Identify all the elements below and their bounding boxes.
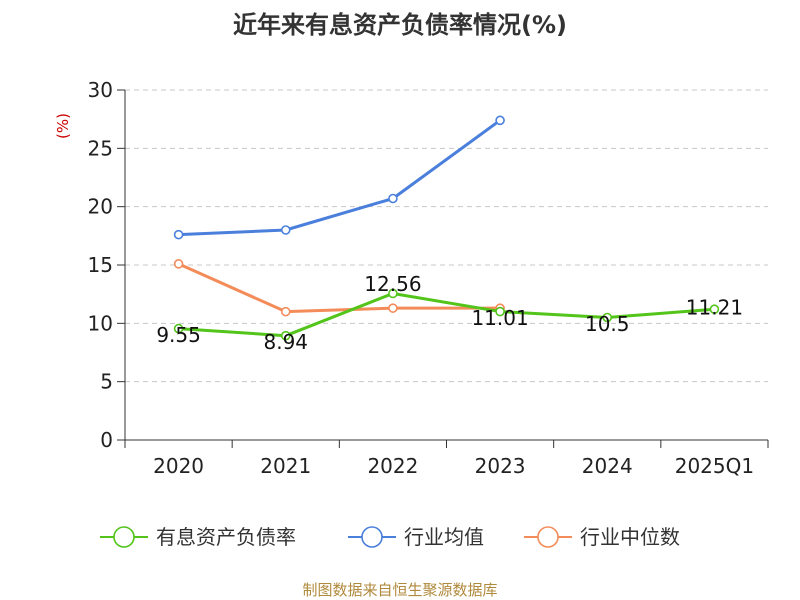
- data-label: 10.5: [585, 312, 630, 336]
- legend-label: 有息资产负债率: [156, 525, 296, 549]
- gridlines: [125, 89, 768, 383]
- legend-item[interactable]: 行业均值: [348, 525, 484, 549]
- legend-marker-icon: [361, 526, 383, 548]
- x-tick-label: 2020: [153, 454, 204, 478]
- data-label: 11.01: [471, 306, 528, 330]
- data-point: [709, 304, 720, 315]
- legend-marker-icon: [113, 526, 135, 548]
- y-tick-label: 25: [88, 136, 113, 160]
- x-tick-label: 2023: [475, 454, 526, 478]
- axes: 0 5 10 15 20 25 30 2020 2021 2022 2023 2024 2025Q1: [88, 78, 769, 478]
- data-point: [173, 259, 184, 269]
- y-tick-label: 0: [100, 428, 113, 452]
- y-tick-label: 10: [88, 311, 113, 335]
- legend-label: 行业均值: [404, 525, 484, 549]
- series-line: [178, 119, 501, 237]
- data-label: 11.21: [686, 296, 743, 320]
- data-labels: 9.55 8.94 12.56 11.01 10.5 11.21: [156, 272, 743, 354]
- x-tick-label: 2022: [367, 454, 418, 478]
- data-point: [280, 306, 291, 317]
- x-tick-label: 2021: [260, 454, 311, 478]
- legend-item[interactable]: 行业中位数: [524, 525, 680, 549]
- legend-marker-icon: [537, 526, 559, 548]
- data-point: [495, 306, 505, 317]
- data-point: [173, 229, 184, 240]
- data-point: [388, 288, 398, 299]
- x-tick-label: 2025Q1: [675, 454, 754, 478]
- legend-item[interactable]: 有息资产负债率: [100, 525, 296, 549]
- series-group: [173, 115, 720, 341]
- y-axis-unit: (%): [54, 113, 72, 139]
- data-point: [173, 323, 184, 334]
- source-note: 制图数据来自恒生聚源数据库: [302, 581, 497, 599]
- chart-title: 近年来有息资产负债率情况(%): [233, 11, 567, 39]
- y-tick-label: 15: [88, 253, 113, 277]
- data-point: [388, 193, 398, 204]
- data-point: [280, 225, 291, 235]
- data-label: 8.94: [263, 330, 308, 354]
- data-point: [495, 115, 505, 126]
- series-line: [177, 262, 501, 314]
- y-tick-label: 20: [88, 195, 113, 219]
- x-tick-label: 2024: [582, 454, 633, 478]
- series-line: [178, 291, 715, 338]
- y-tick-label: 30: [88, 78, 113, 102]
- legend[interactable]: 有息资产负债率 行业均值 行业中位数: [100, 525, 680, 549]
- data-point: [280, 330, 291, 341]
- data-point: [388, 303, 398, 313]
- y-tick-label: 5: [100, 370, 113, 394]
- data-point: [602, 312, 613, 323]
- data-label: 12.56: [364, 272, 421, 296]
- legend-label: 行业中位数: [580, 525, 680, 549]
- data-label: 9.55: [156, 323, 201, 347]
